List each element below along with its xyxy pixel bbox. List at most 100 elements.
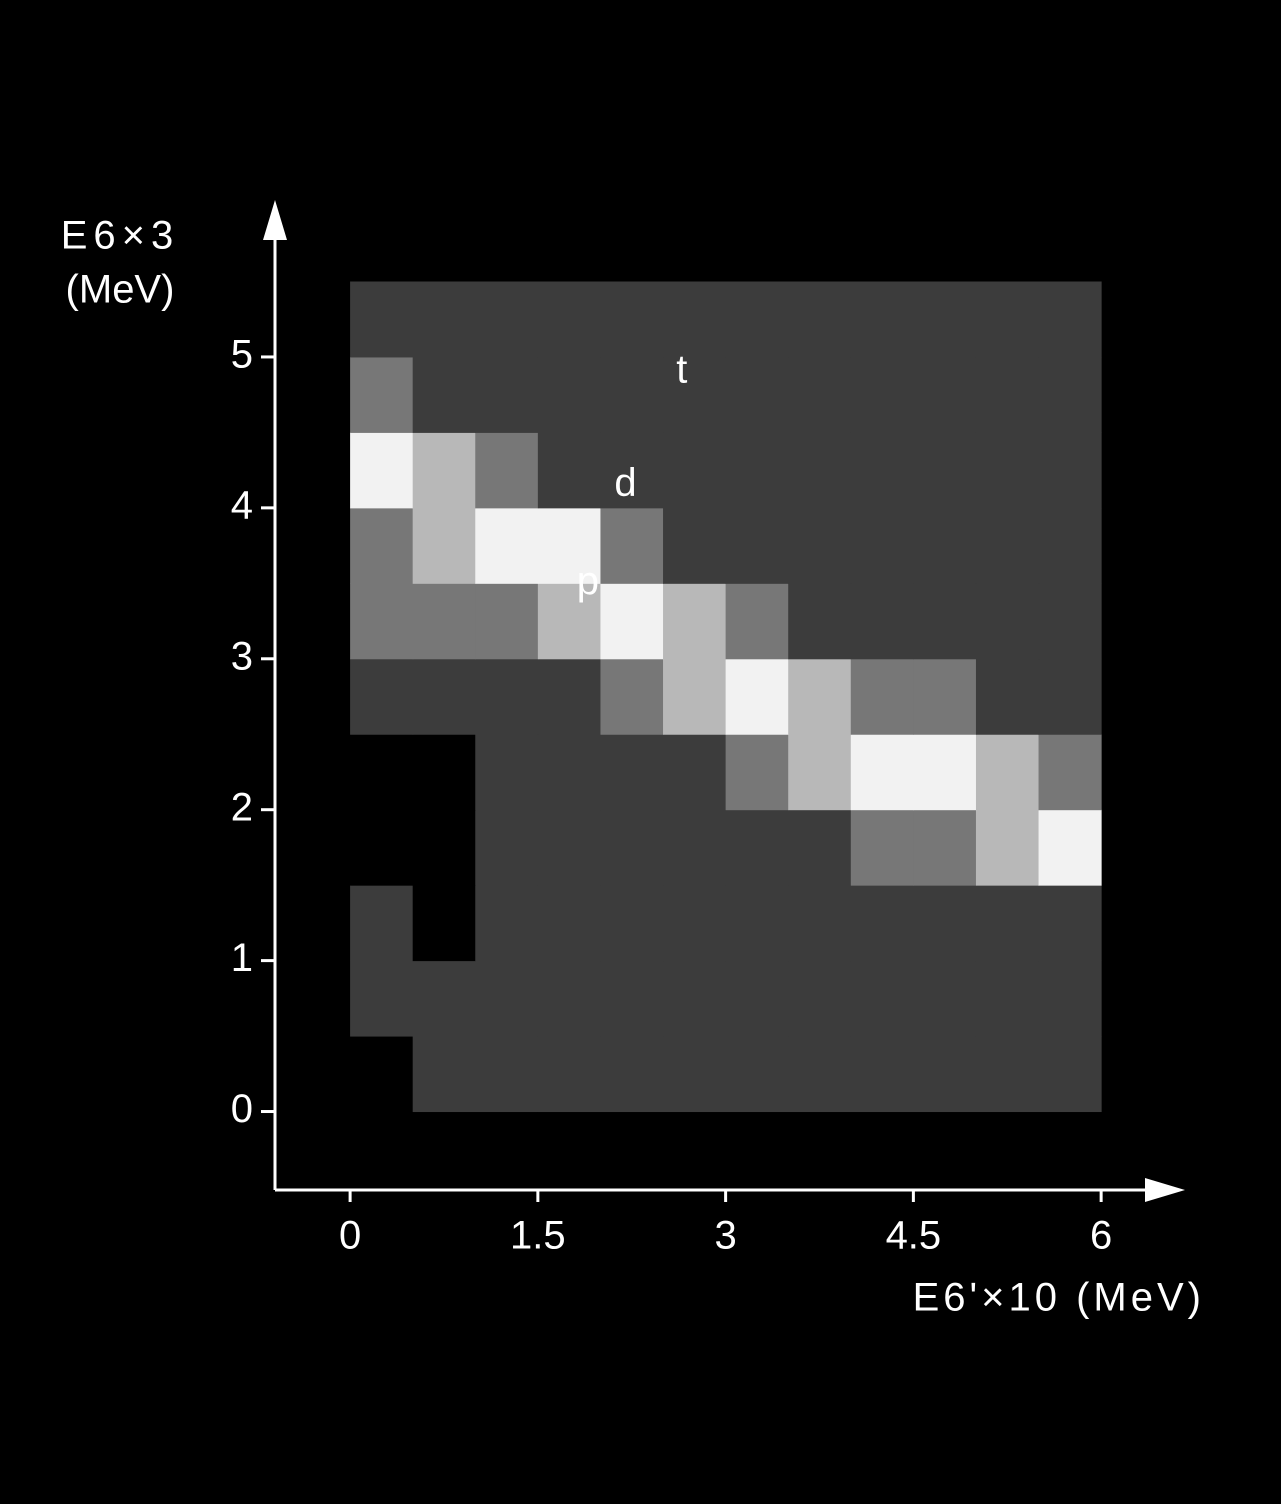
heatmap-cell: [412, 507, 476, 584]
heatmap-cell: [600, 1036, 664, 1113]
heatmap-cell: [350, 885, 414, 962]
heatmap-cell: [350, 658, 414, 735]
heatmap-cell: [850, 432, 914, 509]
heatmap-cell: [725, 1036, 789, 1113]
heatmap-cell: [913, 356, 977, 433]
heatmap-cell: [850, 734, 914, 811]
heatmap-cell: [788, 885, 852, 962]
heatmap-cell: [475, 885, 539, 962]
heatmap-cell: [850, 356, 914, 433]
heatmap-cell: [663, 658, 727, 735]
heatmap-cell: [788, 1036, 852, 1113]
heatmap-cell: [663, 734, 727, 811]
heatmap-cell: [975, 356, 1040, 433]
heatmap-cell: [475, 356, 539, 433]
x-tick-label: 4.5: [886, 1214, 942, 1258]
annotation: p: [577, 559, 599, 603]
heatmap-cell: [537, 960, 601, 1037]
heatmap-cell: [350, 356, 414, 433]
heatmap-cell: [913, 960, 977, 1037]
heatmap-cell: [1038, 960, 1102, 1037]
heatmap-cell: [788, 281, 852, 358]
heatmap-cell: [412, 885, 476, 962]
x-tick-label: 1.5: [510, 1214, 566, 1258]
heatmap-cell: [975, 1036, 1040, 1113]
heatmap-cell: [475, 432, 539, 509]
heatmap-cell: [975, 809, 1040, 886]
heatmap-cell: [663, 281, 727, 358]
heatmap-cell: [788, 507, 852, 584]
heatmap-cell: [788, 356, 852, 433]
heatmap-cell: [975, 583, 1040, 660]
heatmap-cell: [537, 356, 601, 433]
heatmap-cell: [663, 1036, 727, 1113]
heatmap-cell: [537, 281, 601, 358]
y-label: (MeV): [66, 268, 175, 312]
heatmap-cell: [537, 1036, 601, 1113]
heatmap-cell: [537, 507, 601, 584]
heatmap-cell: [350, 809, 414, 886]
heatmap-cell: [475, 734, 539, 811]
heatmap-cell: [475, 960, 539, 1037]
heatmap-cell: [600, 281, 664, 358]
heatmap-cell: [725, 658, 789, 735]
heatmap-cell: [975, 658, 1040, 735]
heatmap-cell: [537, 734, 601, 811]
heatmap-cell: [600, 734, 664, 811]
heatmap-cell: [600, 432, 664, 509]
heatmap-cell: [537, 885, 601, 962]
heatmap-cell: [600, 507, 664, 584]
heatmap-cell: [412, 432, 476, 509]
heatmap-cell: [725, 432, 789, 509]
heatmap-cell: [475, 583, 539, 660]
heatmap-cell: [663, 809, 727, 886]
heatmap-cell: [1038, 734, 1102, 811]
heatmap-cell: [537, 809, 601, 886]
annotation: t: [676, 348, 687, 392]
heatmap-cell: [1038, 885, 1102, 962]
heatmap-cell: [975, 734, 1040, 811]
heatmap-cell: [975, 885, 1040, 962]
heatmap-cell: [663, 432, 727, 509]
heatmap-cell: [350, 432, 414, 509]
heatmap-cell: [350, 507, 414, 584]
heatmap-cell: [475, 658, 539, 735]
heatmap-cell: [1038, 809, 1102, 886]
heatmap-cell: [412, 583, 476, 660]
heatmap-cell: [725, 809, 789, 886]
heatmap-cell: [850, 960, 914, 1037]
heatmap-cell: [475, 809, 539, 886]
heatmap-cell: [1038, 507, 1102, 584]
heatmap-cell: [788, 960, 852, 1037]
heatmap-cell: [788, 734, 852, 811]
x-tick-label: 3: [714, 1214, 736, 1258]
x-tick-label: 0: [339, 1214, 361, 1258]
heatmap-cell: [663, 583, 727, 660]
heatmap-cell: [475, 281, 539, 358]
heatmap-cell: [537, 432, 601, 509]
heatmap-cell: [350, 734, 414, 811]
heatmap-cell: [850, 1036, 914, 1113]
heatmap-cell: [850, 658, 914, 735]
heatmap-cell: [350, 281, 414, 358]
heatmap-cell: [850, 507, 914, 584]
heatmap-cell: [913, 734, 977, 811]
heatmap-cell: [850, 583, 914, 660]
x-arrow: [1145, 1178, 1185, 1202]
x-label: E6'×10 (MeV): [913, 1276, 1205, 1320]
heatmap-cell: [725, 885, 789, 962]
heatmap-cell: [1038, 1036, 1102, 1113]
heatmap-cell: [725, 507, 789, 584]
heatmap-cell: [725, 960, 789, 1037]
heatmap-cell: [412, 1036, 476, 1113]
heatmap-cell: [600, 885, 664, 962]
heatmap-cell: [412, 809, 476, 886]
y-tick-label: 0: [231, 1087, 253, 1131]
heatmap-cell: [537, 658, 601, 735]
heatmap-cell: [1038, 658, 1102, 735]
heatmap-cell: [537, 583, 601, 660]
heatmap-cell: [850, 809, 914, 886]
heatmap-cell: [725, 356, 789, 433]
heatmap-cell: [600, 809, 664, 886]
heatmap-cell: [913, 507, 977, 584]
